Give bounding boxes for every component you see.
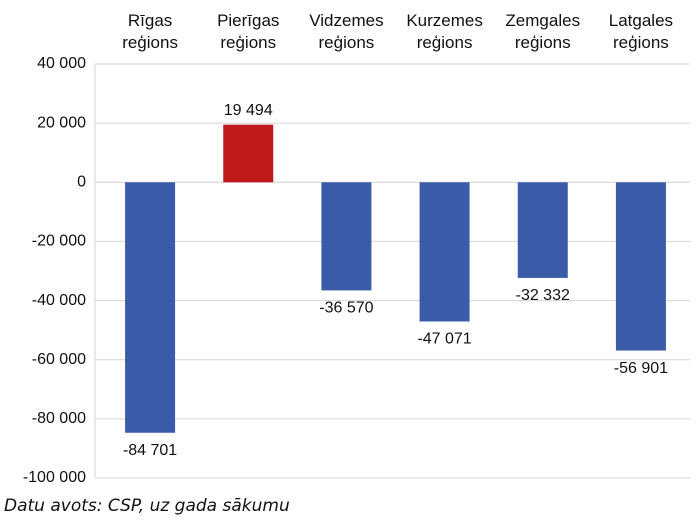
y-tick-label: 20 000 (37, 114, 86, 131)
value-label: -56 901 (614, 360, 668, 377)
bar (615, 182, 666, 351)
category-label: Pierīgas reģions (217, 11, 280, 52)
value-label: -84 701 (123, 442, 177, 459)
value-label: 19 494 (224, 102, 273, 119)
bar (517, 182, 568, 278)
category-label: Zemgales reģions (505, 11, 581, 52)
category-label: Kurzemes reģions (406, 11, 483, 52)
bar (125, 182, 176, 433)
y-tick-label: 40 000 (37, 55, 86, 72)
category-label: Vidzemes reģions (309, 11, 384, 52)
category-label: Rīgas reģions (122, 11, 178, 52)
y-tick-label: 0 (77, 174, 86, 191)
source-note: Datu avots: CSP, uz gada sākumu (4, 496, 290, 516)
value-label: -32 332 (516, 287, 570, 304)
y-tick-label: -100 000 (23, 469, 86, 486)
y-tick-label: -80 000 (32, 410, 86, 427)
y-tick-label: -20 000 (32, 233, 86, 250)
bar (419, 182, 470, 322)
y-tick-label: -40 000 (32, 292, 86, 309)
value-label: -47 071 (417, 331, 471, 348)
bar (223, 124, 274, 183)
bar (321, 182, 372, 291)
y-tick-label: -60 000 (32, 351, 86, 368)
category-label: Latgales reģions (608, 11, 674, 52)
value-label: -36 570 (319, 300, 373, 317)
